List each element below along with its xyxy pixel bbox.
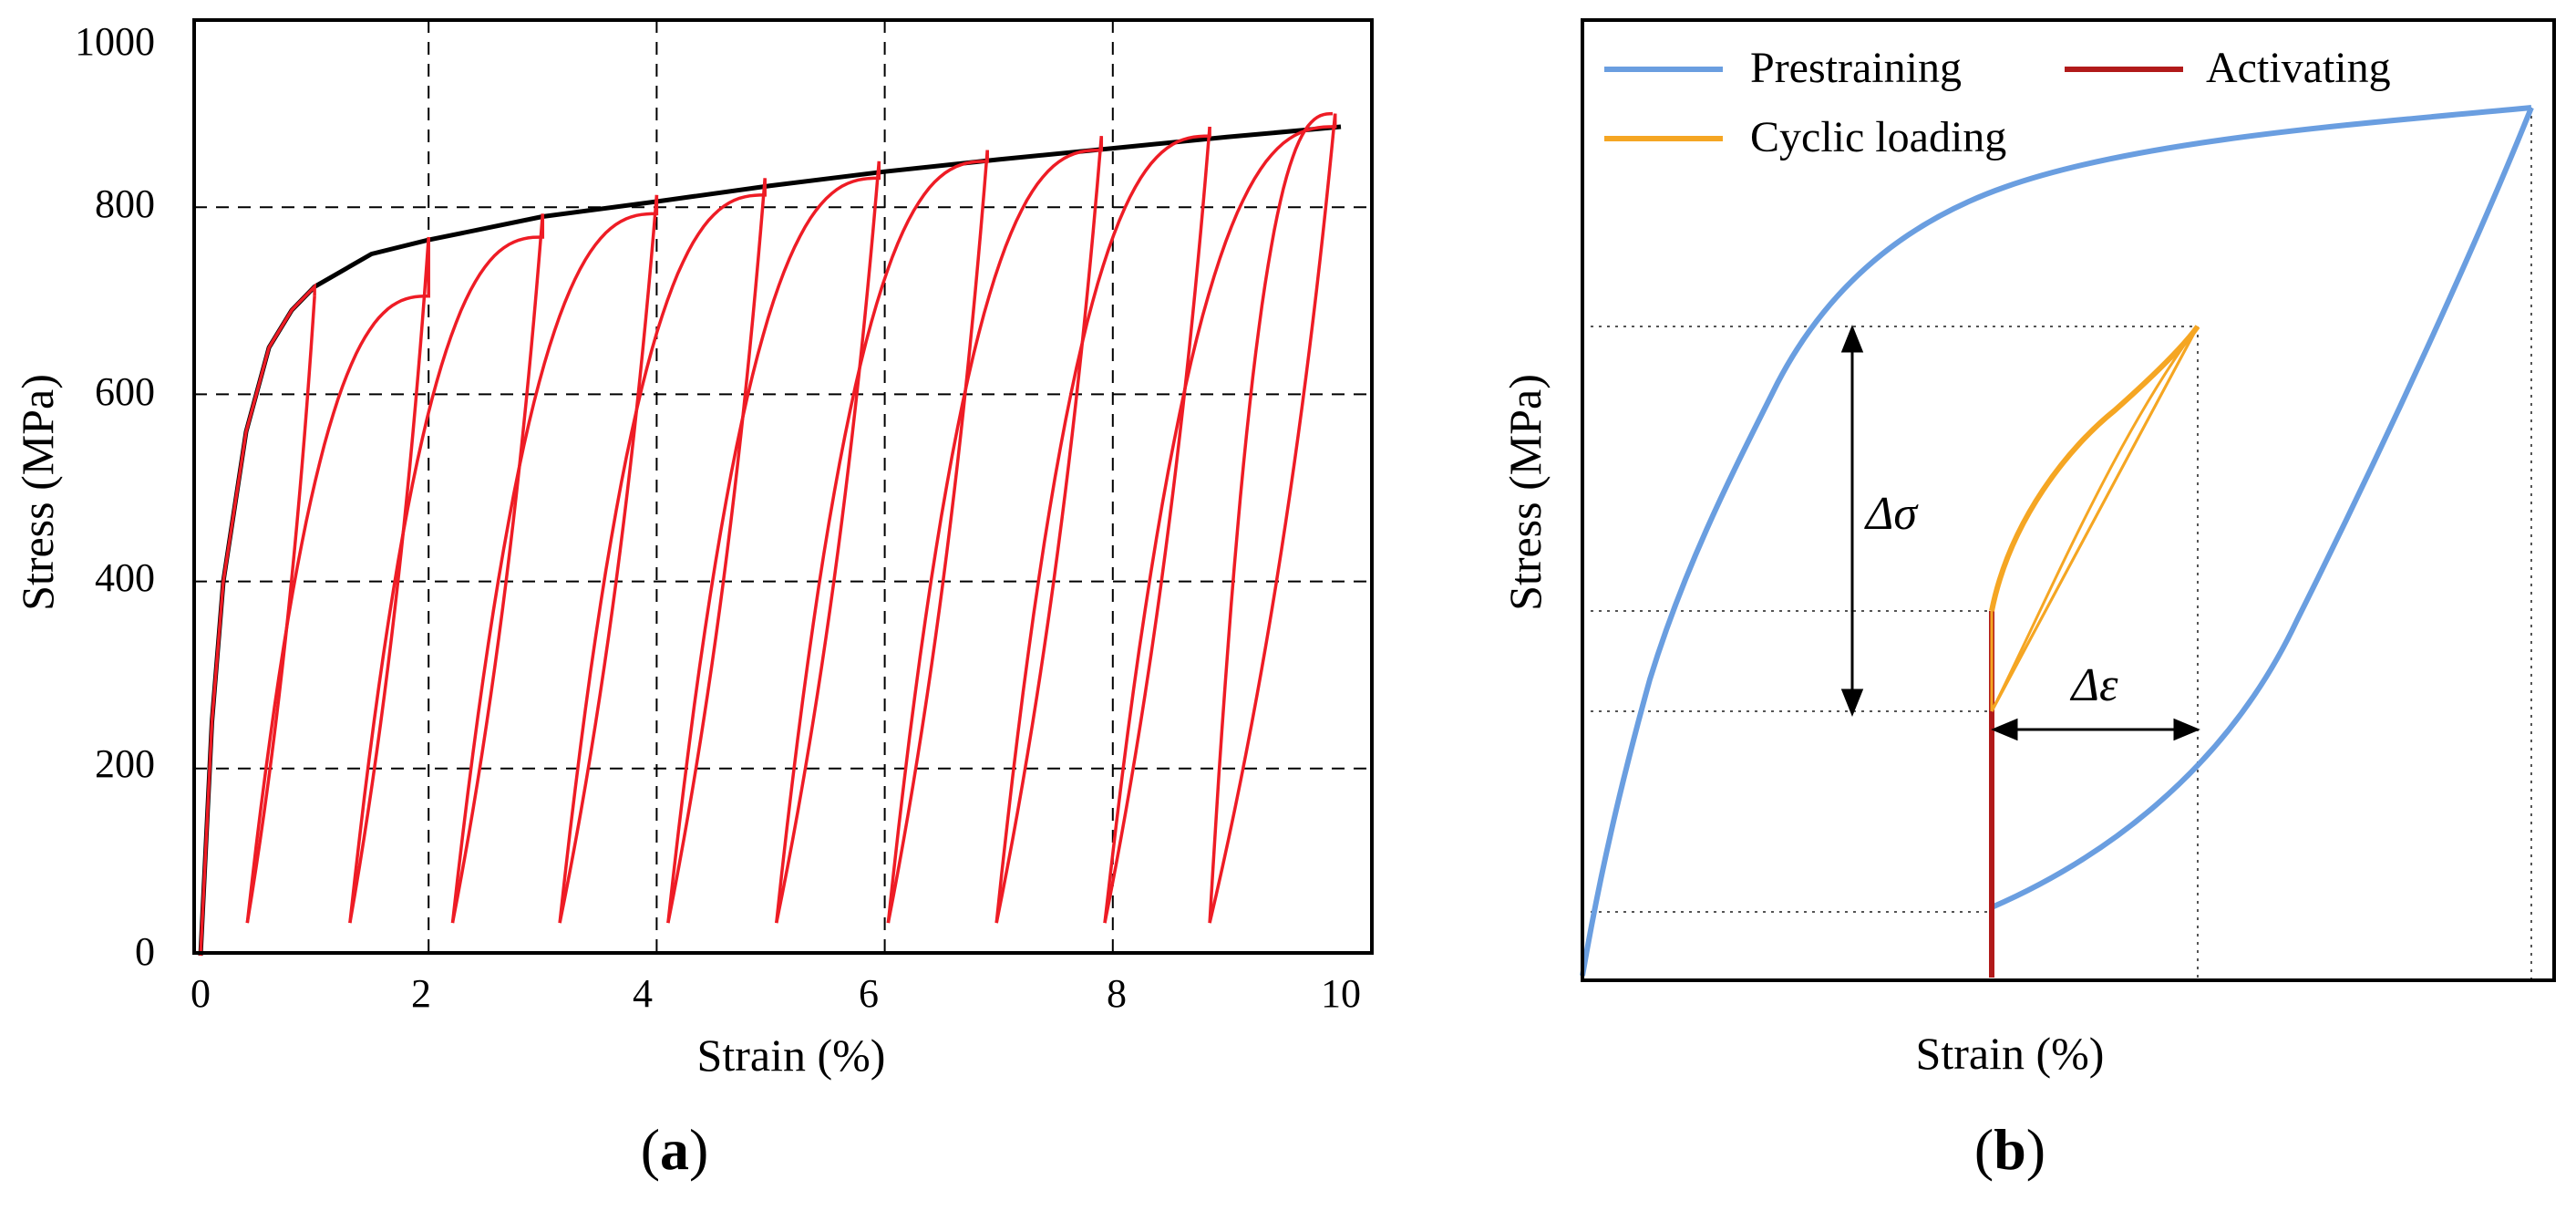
chart-a-x-tick-label: 10	[1321, 971, 1361, 1016]
cyclic-unloading-curve	[558, 194, 659, 924]
cyclic-reloading-curve	[1208, 111, 1334, 924]
chart-a-y-tick-label: 600	[95, 369, 155, 414]
chart-a-grid	[194, 20, 1372, 953]
chart-a-y-tick-label: 400	[95, 555, 155, 600]
chart-a-x-tick-label: 2	[411, 971, 431, 1016]
chart-a-y-tick-label: 800	[95, 181, 155, 226]
cyclic-reloading-curve	[558, 178, 767, 924]
chart-a: 0 200 400 600 800 1000 0 2 4 6 8 10 Stra…	[12, 18, 1374, 1182]
cyclic-reloading-curve	[886, 136, 1104, 924]
chart-b-x-axis-title: Strain (%)	[1916, 1028, 2105, 1079]
cyclic-reloading-curve	[775, 150, 989, 924]
chart-a-x-tick-label: 6	[859, 971, 879, 1016]
cyclic-unloading-curve	[666, 178, 767, 924]
chart-b-delta-strain-arrow	[1991, 718, 2200, 741]
chart-b-delta-strain-label: Δε	[2069, 659, 2118, 711]
chart-a-y-tick-label: 200	[95, 741, 155, 786]
chart-b-delta-stress-arrow	[1840, 324, 1864, 718]
chart-a-y-axis-title: Stress (MPa)	[12, 374, 63, 611]
chart-b-delta-stress-label: Δσ	[1864, 488, 1920, 540]
chart-b-cyclic-loading-curve	[1989, 325, 2200, 612]
cyclic-unloading-curve	[450, 213, 545, 924]
chart-b-plot-frame	[1581, 18, 2556, 982]
chart-a-cyclic-loops	[199, 111, 1337, 957]
chart-b-cyclic-line-3	[1990, 326, 2200, 712]
chart-b-prestraining-curve	[1580, 105, 2532, 977]
chart-b-guides	[1591, 108, 2532, 980]
chart-b-y-axis-title: Stress (MPa)	[1499, 374, 1551, 611]
chart-b-unloading-curve	[1990, 106, 2534, 910]
cyclic-unloading-curve	[886, 150, 989, 924]
cyclic-unloading-curve	[1208, 113, 1337, 924]
monotonic-curve	[198, 124, 1342, 957]
chart-b-panel-label: (b)	[1974, 1117, 2045, 1182]
cyclic-reloading-curve	[199, 283, 316, 957]
chart-a-x-tick-label: 8	[1107, 971, 1127, 1016]
cyclic-unloading-curve	[1103, 126, 1211, 924]
legend-label-prestraining: Prestraining	[1750, 44, 1962, 92]
cyclic-reloading-curve	[245, 237, 430, 924]
chart-a-x-axis-title: Strain (%)	[697, 1030, 886, 1081]
chart-a-x-tick-label: 4	[633, 971, 653, 1016]
legend-label-activating: Activating	[2206, 44, 2391, 92]
cyclic-unloading-curve	[775, 160, 881, 924]
chart-a-x-tick-label: 0	[191, 971, 211, 1016]
cyclic-reloading-curve	[348, 213, 545, 924]
cyclic-reloading-curve	[666, 160, 881, 924]
chart-a-y-tick-label: 1000	[75, 19, 155, 64]
chart-a-plot-frame	[192, 18, 1374, 955]
chart-b: Δσ Δε Prestraining Activating Cyclic loa…	[1499, 18, 2556, 1182]
chart-a-panel-label: (a)	[641, 1117, 709, 1182]
chart-b-legend: Prestraining Activating Cyclic loading	[1604, 44, 2391, 161]
cyclic-unloading-curve	[994, 136, 1104, 924]
cyclic-reloading-curve	[994, 127, 1211, 924]
cyclic-reloading-curve	[450, 194, 659, 924]
cyclic-reloading-curve	[1103, 113, 1337, 924]
cyclic-unloading-curve	[348, 236, 430, 924]
chart-b-cyclic-line-2	[1990, 326, 2200, 712]
chart-a-y-tick-label: 0	[135, 929, 155, 974]
legend-label-cyclic-loading: Cyclic loading	[1750, 113, 2006, 161]
chart-a-monotonic-layer	[198, 124, 1342, 957]
